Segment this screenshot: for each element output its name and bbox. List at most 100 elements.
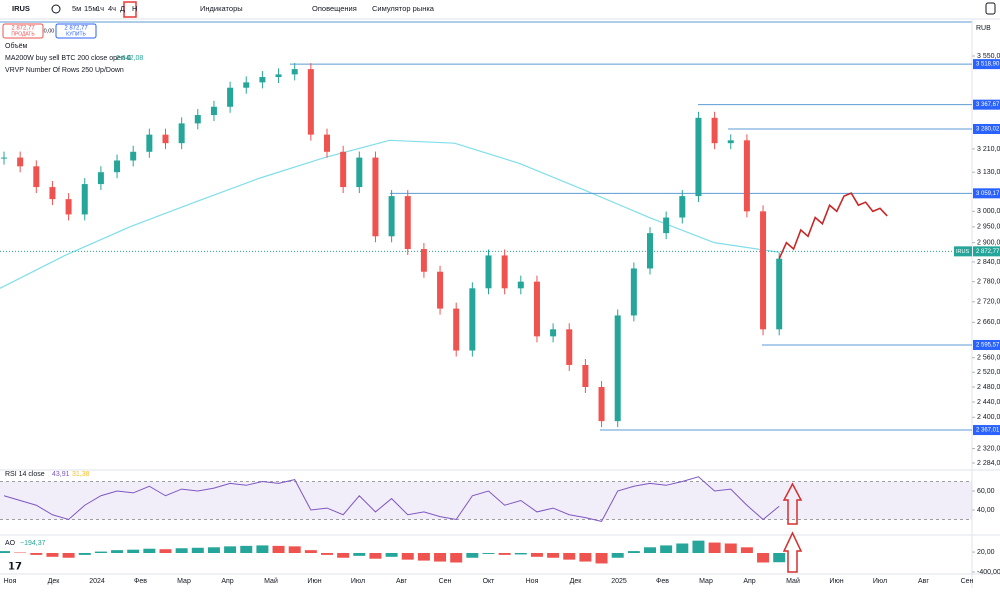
spread: 0,00 xyxy=(44,28,55,34)
y-tick-label: 2 720,00 xyxy=(977,299,1000,306)
level-tag xyxy=(973,188,1000,199)
candle xyxy=(243,82,250,88)
level-label: 3 280,02 xyxy=(976,127,1000,133)
candle xyxy=(647,233,653,269)
candle xyxy=(485,255,492,289)
level-tag xyxy=(973,99,1000,110)
candle xyxy=(517,281,524,289)
window-button[interactable] xyxy=(985,2,996,15)
interval-button[interactable]: 1ч xyxy=(96,4,104,13)
x-tick-label: Сен xyxy=(439,578,452,585)
candle xyxy=(178,123,185,144)
interval-button[interactable]: 15м xyxy=(84,4,98,13)
candle xyxy=(533,281,540,337)
ao-tick-label: 20,00 xyxy=(977,549,995,556)
rsi-band xyxy=(0,481,972,520)
symbol[interactable]: IRUS xyxy=(12,4,30,13)
sell-button[interactable] xyxy=(2,23,44,39)
candle xyxy=(275,74,282,78)
ao-bar xyxy=(757,553,770,563)
candle xyxy=(340,151,347,188)
candle xyxy=(259,77,266,83)
ao-bar xyxy=(240,545,253,553)
ao-bar xyxy=(191,547,204,553)
simulator-button[interactable]: Симулятор рынка xyxy=(372,4,435,13)
candle xyxy=(97,172,104,185)
candle xyxy=(437,271,444,309)
candle xyxy=(727,140,734,144)
ao-bar xyxy=(30,553,43,555)
interval-button[interactable]: 5м xyxy=(72,4,81,13)
candle xyxy=(550,329,557,337)
ao-bar xyxy=(773,553,786,563)
candle xyxy=(695,117,702,197)
ao-bar xyxy=(644,547,656,553)
legend-volume: Объём xyxy=(5,42,27,50)
x-tick-label: Июн xyxy=(307,578,321,585)
candle xyxy=(162,134,169,144)
ma-line xyxy=(0,139,780,289)
current-price-tag xyxy=(973,246,1000,257)
ao-bar xyxy=(579,553,592,562)
ao-bar xyxy=(369,553,382,559)
x-tick-label: 2024 xyxy=(89,578,105,585)
indicators-button[interactable]: Индикаторы xyxy=(200,4,243,13)
candle xyxy=(65,199,72,215)
ao-bar xyxy=(708,542,721,553)
ao-bar xyxy=(530,553,543,557)
ao-bar xyxy=(627,551,640,553)
x-tick-label: Мар xyxy=(699,578,713,585)
current-symbol: IRUS xyxy=(956,249,969,255)
candle xyxy=(420,249,427,272)
rsi-tick-label: 60,00 xyxy=(977,488,995,495)
candle xyxy=(291,69,298,75)
candle xyxy=(614,315,621,422)
ao-bar xyxy=(401,553,414,560)
toolbar xyxy=(0,0,1000,19)
ao-bar xyxy=(46,553,59,557)
interval-button[interactable]: Н xyxy=(132,4,137,13)
ao-bar xyxy=(434,553,447,562)
candle xyxy=(307,69,314,135)
candle xyxy=(130,151,137,161)
ao-bar xyxy=(450,553,463,563)
y-tick-label: 2 520,00 xyxy=(977,369,1000,376)
forecast-line xyxy=(778,192,888,260)
ao-value: −194,37 xyxy=(20,540,46,547)
y-tick-label: 2 440,00 xyxy=(977,399,1000,406)
ao-bar xyxy=(482,553,495,554)
ao-bar xyxy=(547,553,560,558)
x-tick-label: Апр xyxy=(221,578,233,585)
interval-button[interactable]: 4ч xyxy=(108,4,116,13)
ao-bar xyxy=(498,553,511,555)
ao-bar xyxy=(78,553,91,555)
ao-bar xyxy=(353,553,366,556)
level-label: 2 595,57 xyxy=(976,343,1000,349)
y-tick-label: 2 950,00 xyxy=(977,224,1000,231)
candle xyxy=(1,157,7,159)
ao-bar xyxy=(111,550,124,553)
arrow xyxy=(782,482,803,525)
ao-bar xyxy=(143,548,156,553)
y-tick-label: 3 210,00 xyxy=(977,146,1000,153)
add-button[interactable] xyxy=(51,4,61,14)
x-tick-label: Июл xyxy=(351,578,365,585)
ao-tick-label: -400,00 xyxy=(977,569,1000,576)
ao-bar xyxy=(175,548,188,553)
candle xyxy=(582,364,589,388)
candle xyxy=(356,157,363,188)
x-tick-label: Апр xyxy=(743,578,755,585)
rsi-value: 43,91 xyxy=(52,471,70,478)
buy-button[interactable] xyxy=(55,23,97,39)
ao-title: AO xyxy=(5,540,16,547)
candle xyxy=(630,268,637,316)
alerts-button[interactable]: Оповещения xyxy=(312,4,357,13)
x-tick-label: Май xyxy=(264,577,278,585)
interval-button[interactable]: Д xyxy=(120,4,125,13)
candle xyxy=(33,166,40,188)
y-tick-label: 2 660,00 xyxy=(977,319,1000,326)
ao-bar xyxy=(272,545,285,553)
x-tick-label: Фев xyxy=(656,578,669,585)
candle xyxy=(566,329,573,365)
